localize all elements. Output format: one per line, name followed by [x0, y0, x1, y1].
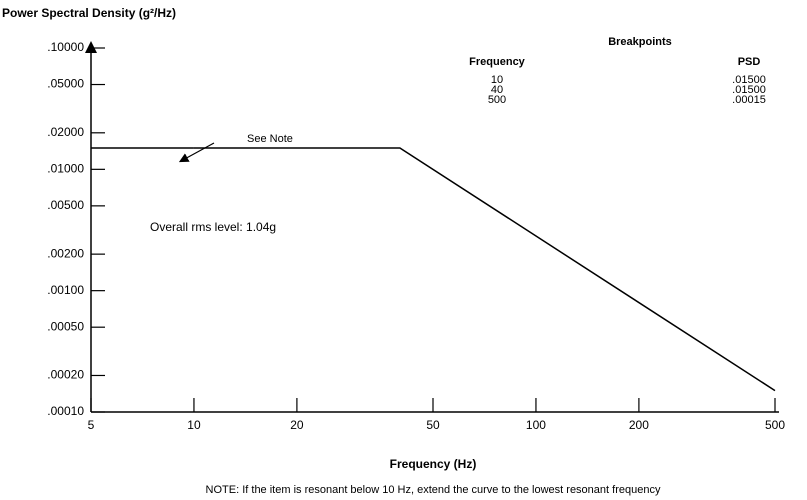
y-tick-label: .05000: [47, 77, 84, 91]
y-tick-label: .00200: [47, 246, 84, 260]
note: NOTE: If the item is resonant below 10 H…: [206, 484, 661, 496]
x-axis-label: Frequency (Hz): [390, 457, 477, 471]
y-tick-label: .00100: [47, 283, 84, 297]
x-tick-label: 50: [426, 418, 440, 432]
x-tick-label: 200: [629, 418, 649, 432]
table-header: Frequency: [469, 56, 526, 68]
annotation: Overall rms level: 1.04g: [150, 220, 276, 234]
x-tick-label: 100: [526, 418, 546, 432]
table-header: PSD: [738, 56, 761, 68]
table-cell: .00015: [732, 94, 766, 106]
y-tick-label: .00010: [47, 404, 84, 418]
y-tick-label: .00020: [47, 368, 84, 382]
psd-line: [194, 147, 776, 392]
annotation: See Note: [247, 133, 293, 145]
table-cell: 10: [491, 74, 503, 86]
x-tick-label: 500: [765, 418, 785, 432]
chart-title: Power Spectral Density (g²/Hz): [2, 6, 176, 20]
table-cell: 500: [488, 94, 506, 106]
y-tick-label: .01000: [47, 162, 84, 176]
y-tick-label: .00050: [47, 319, 84, 333]
y-tick-label: .00500: [47, 198, 84, 212]
y-tick-label: .02000: [47, 125, 84, 139]
annotation-arrow: [178, 142, 215, 163]
table-cell: .01500: [732, 74, 766, 86]
x-tick-label: 20: [290, 418, 304, 432]
table-cell: 40: [491, 84, 503, 96]
table-title: Breakpoints: [608, 36, 672, 48]
table-cell: .01500: [732, 84, 766, 96]
y-tick-label: .10000: [47, 40, 84, 54]
x-tick-label: 5: [88, 418, 95, 432]
x-tick-label: 10: [187, 418, 201, 432]
